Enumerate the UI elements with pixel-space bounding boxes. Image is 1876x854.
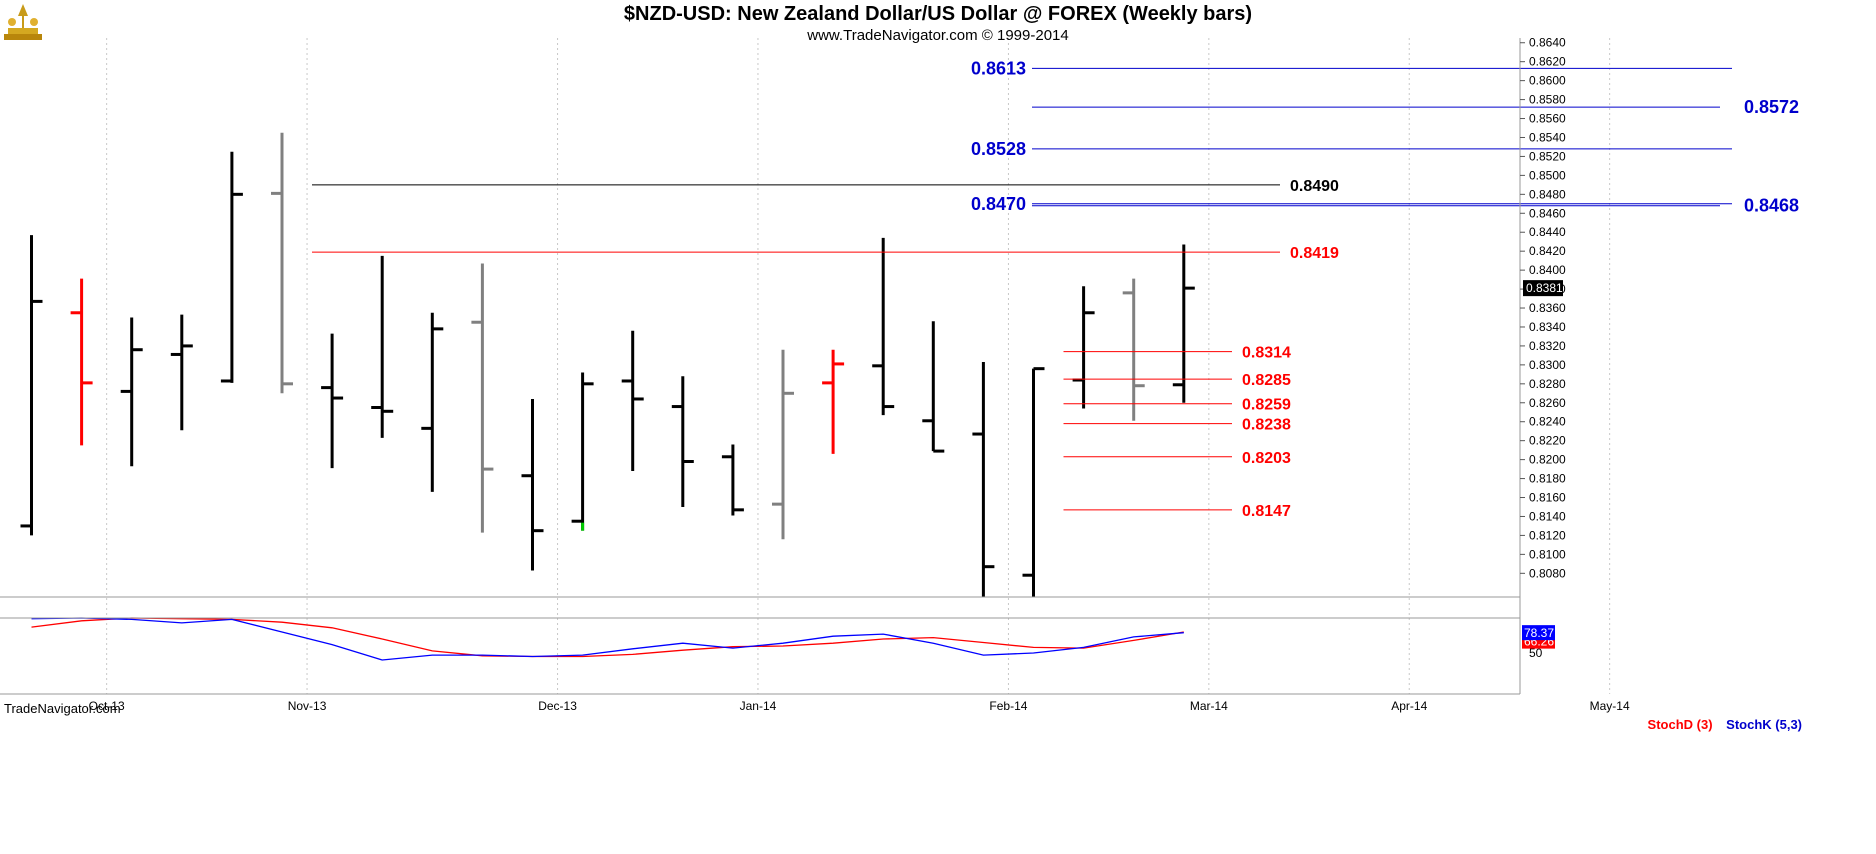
ohlc-bar	[721, 444, 744, 516]
y-tick-label: 0.8640	[1529, 36, 1566, 50]
y-tick-label: 0.8580	[1529, 93, 1566, 107]
y-tick-label: 0.8620	[1529, 55, 1566, 69]
x-tick-label: Nov-13	[288, 699, 327, 713]
ohlc-bar	[1122, 278, 1145, 421]
stochastic-panel	[31, 617, 1184, 661]
last-price-label: 0.8381	[1526, 281, 1563, 295]
y-tick-label: 0.8180	[1529, 472, 1566, 486]
stochastic-legend: StochD (3) StochK (5,3)	[1648, 717, 1802, 732]
y-tick-label: 0.8300	[1529, 358, 1566, 372]
y-tick-label: 0.8220	[1529, 434, 1566, 448]
x-tick-label: Apr-14	[1391, 699, 1427, 713]
y-tick-label: 0.8280	[1529, 377, 1566, 391]
ohlc-bar	[922, 321, 945, 453]
y-tick-label: 0.8240	[1529, 415, 1566, 429]
stoch-line	[31, 617, 1184, 661]
ohlc-bar	[321, 333, 344, 469]
y-tick-label: 0.8080	[1529, 566, 1566, 580]
y-tick-label: 0.8420	[1529, 244, 1566, 258]
level-label: 0.8490	[1290, 178, 1339, 195]
ohlc-bar	[120, 317, 143, 467]
level-label: 0.8285	[1242, 372, 1291, 389]
x-tick-label: Jan-14	[740, 699, 777, 713]
ohlc-bar	[872, 237, 895, 416]
y-tick-label: 0.8560	[1529, 112, 1566, 126]
x-tick-label: May-14	[1590, 699, 1630, 713]
ohlc-bar	[70, 278, 93, 446]
legend-stochk: StochK (5,3)	[1726, 717, 1802, 732]
level-label: 0.8238	[1242, 417, 1291, 434]
y-tick-label: 0.8100	[1529, 547, 1566, 561]
ohlc-bar	[1172, 244, 1195, 403]
level-label: 0.8468	[1744, 196, 1799, 216]
level-label: 0.8147	[1242, 503, 1291, 520]
y-tick-label: 0.8400	[1529, 263, 1566, 277]
level-label: 0.8572	[1744, 97, 1799, 117]
ohlc-bar	[671, 376, 694, 507]
y-tick-label: 0.8320	[1529, 339, 1566, 353]
price-panel	[20, 132, 1195, 597]
tradenavigator-logo-icon	[2, 2, 44, 47]
level-label: 0.8528	[971, 139, 1026, 159]
y-tick-label: 0.8200	[1529, 453, 1566, 467]
y-tick-label: 0.8600	[1529, 74, 1566, 88]
legend-stochd: StochD (3)	[1647, 717, 1713, 732]
ohlc-bar	[1072, 286, 1095, 409]
watermark-text: TradeNavigator.com	[4, 701, 121, 716]
level-label: 0.8314	[1242, 345, 1291, 362]
ohlc-bar	[20, 235, 43, 536]
y-tick-label: 0.8520	[1529, 149, 1566, 163]
x-tick-label: Oct-13	[89, 699, 125, 713]
y-tick-label: 0.8120	[1529, 528, 1566, 542]
ohlc-bar	[772, 349, 794, 540]
ohlc-bar	[972, 362, 995, 597]
stoch-line	[31, 617, 1184, 658]
y-tick-label: 0.8540	[1529, 130, 1566, 144]
ohlc-bar	[521, 398, 544, 571]
level-label: 0.8613	[971, 58, 1026, 78]
ohlc-bar	[220, 151, 243, 383]
y-tick-label: 0.8140	[1529, 509, 1566, 523]
last-price-badge	[1523, 280, 1563, 297]
price-levels: 0.8613 0.8572 0.8528 0.8490 0.8470 0.8468 0.84…	[312, 58, 1799, 520]
y-tick-label: 0.8260	[1529, 396, 1566, 410]
stoch-value-label: 78.37	[1524, 626, 1554, 640]
x-tick-label: Mar-14	[1190, 699, 1228, 713]
level-label: 0.8470	[971, 194, 1026, 214]
axes: Oct-13 Nov-13 Dec-13 Jan-14 Feb-14 Mar-14 Apr-…	[0, 36, 1630, 713]
ohlc-bar	[571, 372, 594, 531]
ohlc-bar	[621, 330, 644, 471]
ohlc-bar	[371, 255, 394, 438]
grid-lines	[106, 38, 1611, 694]
y-tick-label: 0.8440	[1529, 225, 1566, 239]
ohlc-bar	[271, 132, 293, 394]
level-label: 0.8419	[1290, 245, 1339, 262]
ohlc-bar	[471, 263, 494, 533]
ohlc-bar	[170, 314, 193, 431]
y-tick-label: 0.8360	[1529, 301, 1566, 315]
ohlc-bar	[822, 349, 845, 454]
stoch-value-badge	[1522, 625, 1555, 641]
y-tick-label: 0.8460	[1529, 206, 1566, 220]
y-tick-label: 0.8500	[1529, 168, 1566, 182]
y-tick-label: 0.8340	[1529, 320, 1566, 334]
chart-title: $NZD-USD: New Zealand Dollar/US Dollar @…	[623, 3, 1253, 25]
level-label: 0.8259	[1242, 397, 1291, 414]
chart-subtitle: www.TradeNavigator.com © 1999-2014	[807, 27, 1069, 44]
stoch-tick-label: 50	[1529, 646, 1543, 660]
x-tick-label: Dec-13	[538, 699, 577, 713]
level-label: 0.8203	[1242, 450, 1291, 467]
y-tick-label: 0.8160	[1529, 491, 1566, 505]
ohlc-bar	[1022, 367, 1045, 597]
ohlc-bar	[421, 312, 444, 492]
y-tick-label: 0.8480	[1529, 187, 1566, 201]
x-tick-label: Feb-14	[989, 699, 1027, 713]
